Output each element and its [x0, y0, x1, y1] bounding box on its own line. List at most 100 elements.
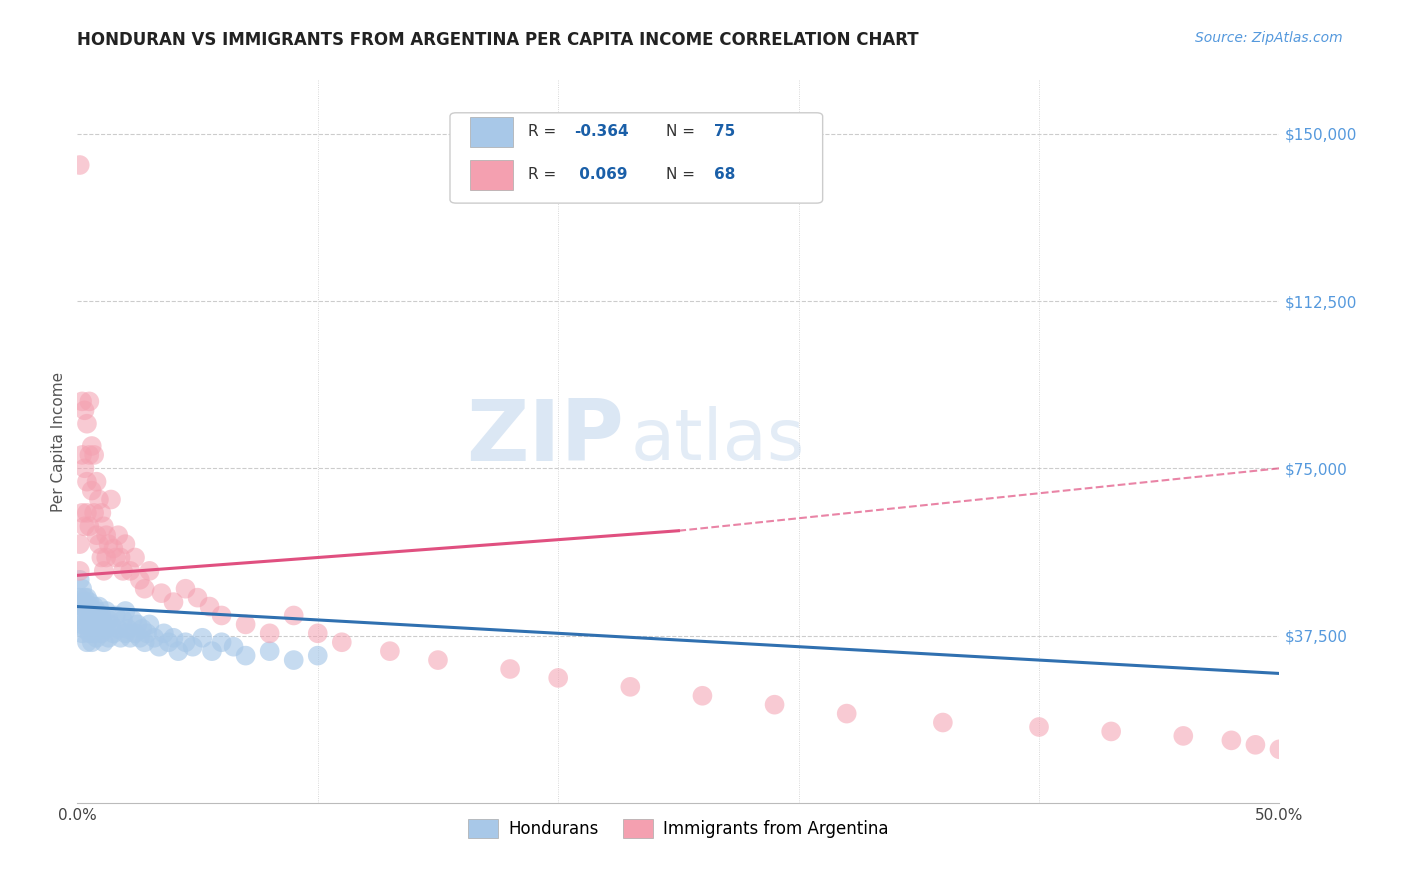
Point — [83, 626, 105, 640]
Point — [69, 573, 91, 587]
Point — [87, 537, 110, 551]
Point — [259, 626, 281, 640]
Text: HONDURAN VS IMMIGRANTS FROM ARGENTINA PER CAPITA INCOME CORRELATION CHART: HONDURAN VS IMMIGRANTS FROM ARGENTINA PE… — [77, 31, 920, 49]
Point — [153, 626, 176, 640]
Point — [107, 528, 129, 542]
Point — [128, 631, 150, 645]
Point — [114, 604, 136, 618]
Point — [83, 613, 105, 627]
Point — [70, 448, 93, 462]
Point — [110, 550, 132, 565]
Point — [174, 635, 197, 649]
Point — [1099, 724, 1122, 739]
FancyBboxPatch shape — [471, 117, 513, 147]
Point — [162, 631, 184, 645]
Point — [222, 640, 245, 654]
Point — [90, 506, 112, 520]
Point — [107, 622, 129, 636]
Point — [80, 635, 103, 649]
Point — [86, 475, 108, 489]
Point — [80, 483, 103, 498]
Point — [69, 608, 91, 623]
Point — [427, 653, 450, 667]
Point — [104, 608, 127, 623]
Legend: Hondurans, Immigrants from Argentina: Hondurans, Immigrants from Argentina — [461, 813, 896, 845]
Point — [167, 644, 190, 658]
Point — [186, 591, 209, 605]
Point — [1268, 742, 1291, 756]
Point — [283, 608, 305, 623]
Text: Source: ZipAtlas.com: Source: ZipAtlas.com — [1195, 31, 1343, 45]
Point — [134, 635, 156, 649]
Point — [547, 671, 569, 685]
Point — [79, 595, 101, 609]
Text: 0.069: 0.069 — [574, 168, 627, 183]
Point — [619, 680, 641, 694]
Text: N =: N = — [666, 125, 700, 139]
Point — [499, 662, 522, 676]
Point — [69, 158, 91, 172]
Point — [131, 622, 153, 636]
Point — [1244, 738, 1267, 752]
Point — [79, 613, 101, 627]
Y-axis label: Per Capita Income: Per Capita Income — [51, 371, 66, 512]
Point — [93, 617, 115, 632]
Point — [128, 573, 150, 587]
Text: atlas: atlas — [630, 406, 804, 475]
Point — [73, 519, 96, 533]
Point — [121, 613, 143, 627]
Point — [330, 635, 353, 649]
Point — [111, 564, 134, 578]
Point — [69, 591, 91, 605]
Point — [70, 506, 93, 520]
Point — [83, 599, 105, 614]
Point — [136, 626, 159, 640]
Point — [120, 564, 142, 578]
Text: -0.364: -0.364 — [574, 125, 628, 139]
Point — [111, 613, 134, 627]
Point — [76, 604, 98, 618]
Point — [90, 550, 112, 565]
Point — [162, 595, 184, 609]
Point — [157, 635, 180, 649]
Point — [79, 394, 101, 409]
Point — [96, 550, 118, 565]
Point — [86, 631, 108, 645]
Point — [114, 626, 136, 640]
Point — [96, 528, 118, 542]
Point — [90, 613, 112, 627]
Point — [103, 541, 125, 556]
Point — [73, 595, 96, 609]
Point — [201, 644, 224, 658]
Point — [138, 617, 160, 632]
Point — [76, 475, 98, 489]
Point — [1173, 729, 1195, 743]
Point — [127, 617, 149, 632]
Point — [69, 564, 91, 578]
Point — [73, 608, 96, 623]
Point — [235, 648, 257, 663]
Point — [378, 644, 401, 658]
Point — [283, 653, 305, 667]
Point — [79, 599, 101, 614]
Point — [87, 492, 110, 507]
Point — [70, 599, 93, 614]
Text: R =: R = — [529, 125, 561, 139]
Point — [692, 689, 714, 703]
Text: R =: R = — [529, 168, 561, 183]
Point — [235, 617, 257, 632]
Point — [763, 698, 786, 712]
Point — [76, 617, 98, 632]
Point — [124, 550, 146, 565]
Point — [76, 591, 98, 605]
Point — [80, 622, 103, 636]
Point — [307, 626, 329, 640]
Point — [104, 550, 127, 565]
Point — [198, 599, 221, 614]
Point — [83, 448, 105, 462]
Point — [100, 492, 122, 507]
Point — [96, 604, 118, 618]
Point — [110, 631, 132, 645]
Point — [211, 635, 233, 649]
Text: 75: 75 — [714, 125, 735, 139]
